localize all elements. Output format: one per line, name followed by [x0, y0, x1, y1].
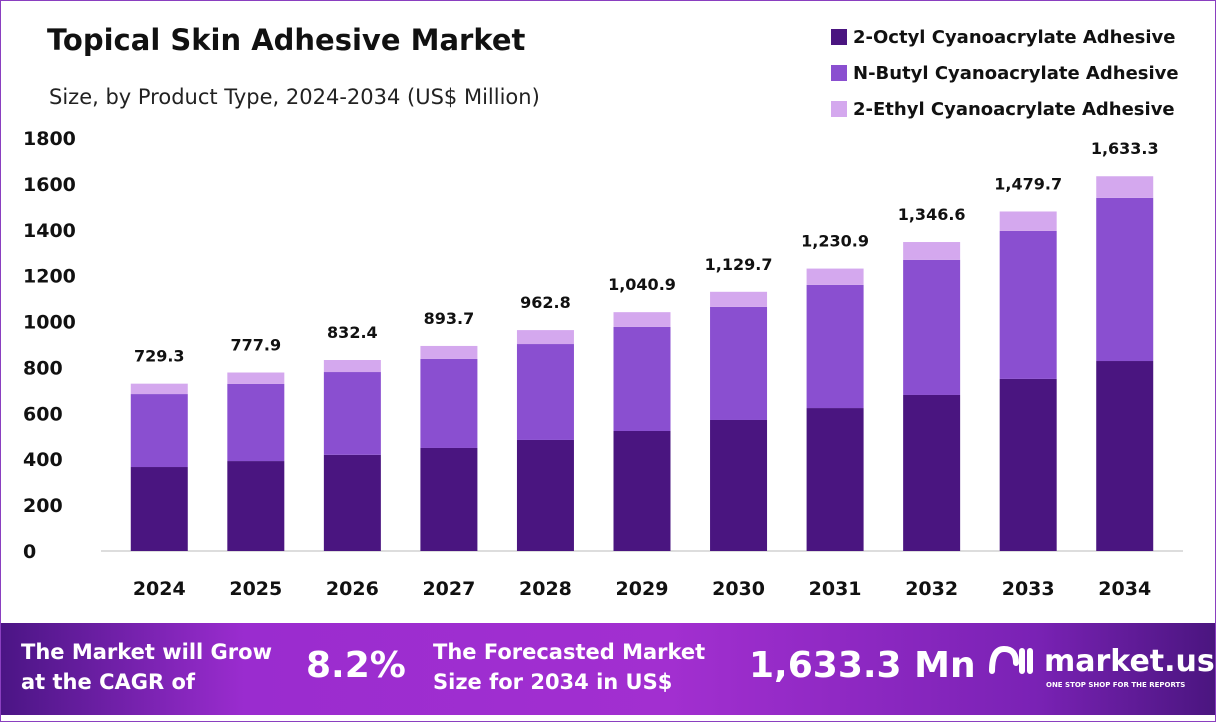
- legend-label: 2-Octyl Cyanoacrylate Adhesive: [853, 26, 1176, 48]
- marketus-logo: market.us ONE STOP SHOP FOR THE REPORTS: [986, 641, 1215, 689]
- data-label: 1,129.7: [705, 255, 773, 274]
- data-label: 1,479.7: [994, 174, 1062, 193]
- cagr-label-line2: at the CAGR of: [21, 670, 196, 694]
- bar-segment-1: [613, 431, 671, 551]
- x-tick-label: 2025: [229, 578, 282, 600]
- bar-segment-1: [130, 467, 188, 551]
- y-tick-label: 1600: [23, 174, 76, 196]
- bar-segment-2: [903, 259, 961, 395]
- x-tick-label: 2029: [616, 578, 669, 600]
- legend-swatch: [831, 29, 847, 45]
- data-label: 1,633.3: [1091, 139, 1159, 158]
- bar-segment-2: [227, 383, 285, 462]
- legend: 2-Octyl Cyanoacrylate Adhesive N-Butyl Cy…: [831, 19, 1179, 127]
- logo-icon: [989, 645, 1033, 674]
- bar-segment-2: [806, 284, 864, 409]
- y-tick-label: 1800: [23, 128, 76, 150]
- bar-segment-2: [710, 306, 768, 420]
- y-tick-label: 200: [23, 495, 63, 517]
- y-tick-label: 600: [23, 403, 63, 425]
- bar-segment-3: [806, 268, 864, 285]
- y-tick-label: 1200: [23, 266, 76, 288]
- cagr-label-line1: The Market will Grow: [21, 640, 272, 664]
- bar-segment-2: [130, 394, 188, 468]
- x-tick-label: 2026: [326, 578, 379, 600]
- x-tick-label: 2027: [422, 578, 475, 600]
- y-tick-label: 1000: [23, 312, 76, 334]
- bar-segment-1: [323, 454, 381, 551]
- forecast-value: 1,633.3 Mn: [749, 645, 976, 686]
- logo-text: market.us: [1044, 643, 1215, 679]
- bar-segment-3: [130, 383, 188, 395]
- legend-label: N-Butyl Cyanoacrylate Adhesive: [853, 62, 1179, 84]
- bar-segment-3: [903, 242, 961, 260]
- bar-segment-1: [710, 419, 768, 551]
- bar-segment-1: [420, 447, 478, 551]
- bar-segment-1: [999, 378, 1057, 551]
- x-tick-label: 2028: [519, 578, 572, 600]
- bar-segment-2: [420, 358, 478, 448]
- x-tick-label: 2030: [712, 578, 765, 600]
- bar-segment-3: [420, 345, 478, 359]
- bar-segment-2: [323, 372, 381, 455]
- x-tick-label: 2032: [905, 578, 958, 600]
- legend-swatch: [831, 65, 847, 81]
- bar-segment-1: [227, 461, 285, 551]
- data-label: 729.3: [134, 347, 185, 366]
- data-label: 1,040.9: [608, 275, 676, 294]
- footer-banner: The Market will Grow at the CAGR of 8.2%…: [1, 623, 1215, 715]
- forecast-label-line1: The Forecasted Market: [433, 640, 706, 664]
- bar-segment-3: [710, 291, 768, 307]
- forecast-label-line2: Size for 2034 in US$: [433, 670, 673, 694]
- bar-segment-1: [516, 439, 574, 551]
- bar-chart: 0 200 400 600 800 1000 1200 1400 1600 1800 729.3 20…: [23, 128, 1183, 600]
- legend-label: 2-Ethyl Cyanoacrylate Adhesive: [853, 98, 1175, 120]
- legend-item: N-Butyl Cyanoacrylate Adhesive: [831, 55, 1179, 91]
- bar-segment-3: [323, 360, 381, 373]
- bar-segment-2: [999, 230, 1057, 379]
- bar-segment-3: [516, 330, 574, 345]
- bar-segment-3: [1096, 176, 1154, 198]
- y-tick-label: 800: [23, 357, 63, 379]
- chart-title: Topical Skin Adhesive Market: [47, 23, 526, 57]
- bar-segment-3: [613, 312, 671, 327]
- legend-item: 2-Octyl Cyanoacrylate Adhesive: [831, 19, 1179, 55]
- logo-tagline: ONE STOP SHOP FOR THE REPORTS: [1046, 681, 1186, 689]
- x-tick-label: 2034: [1098, 578, 1151, 600]
- cagr-label: The Market will Grow at the CAGR of: [21, 637, 272, 697]
- data-label: 777.9: [231, 336, 282, 355]
- bar-segment-1: [903, 394, 961, 551]
- forecast-label: The Forecasted Market Size for 2034 in U…: [433, 637, 705, 697]
- data-label: 832.4: [327, 323, 378, 342]
- bar-segment-2: [1096, 197, 1154, 362]
- y-tick-label: 400: [23, 449, 63, 471]
- bar-segment-1: [1096, 361, 1154, 551]
- chart-subtitle: Size, by Product Type, 2024-2034 (US$ Mi…: [49, 85, 540, 109]
- bar-segment-3: [227, 372, 285, 384]
- x-tick-label: 2024: [133, 578, 186, 600]
- data-label: 893.7: [424, 309, 475, 328]
- x-tick-label: 2031: [809, 578, 862, 600]
- bar-segment-2: [516, 344, 574, 440]
- x-tick-label: 2033: [1002, 578, 1055, 600]
- data-label: 1,346.6: [898, 205, 966, 224]
- data-label: 1,230.9: [801, 232, 869, 251]
- cagr-value: 8.2%: [306, 645, 406, 686]
- bar-segment-3: [999, 211, 1057, 231]
- bar-segment-1: [806, 408, 864, 551]
- data-label: 962.8: [520, 293, 571, 312]
- bar-segment-2: [613, 326, 671, 432]
- y-tick-label: 1400: [23, 220, 76, 242]
- legend-item: 2-Ethyl Cyanoacrylate Adhesive: [831, 91, 1179, 127]
- legend-swatch: [831, 101, 847, 117]
- y-tick-label: 0: [23, 541, 36, 563]
